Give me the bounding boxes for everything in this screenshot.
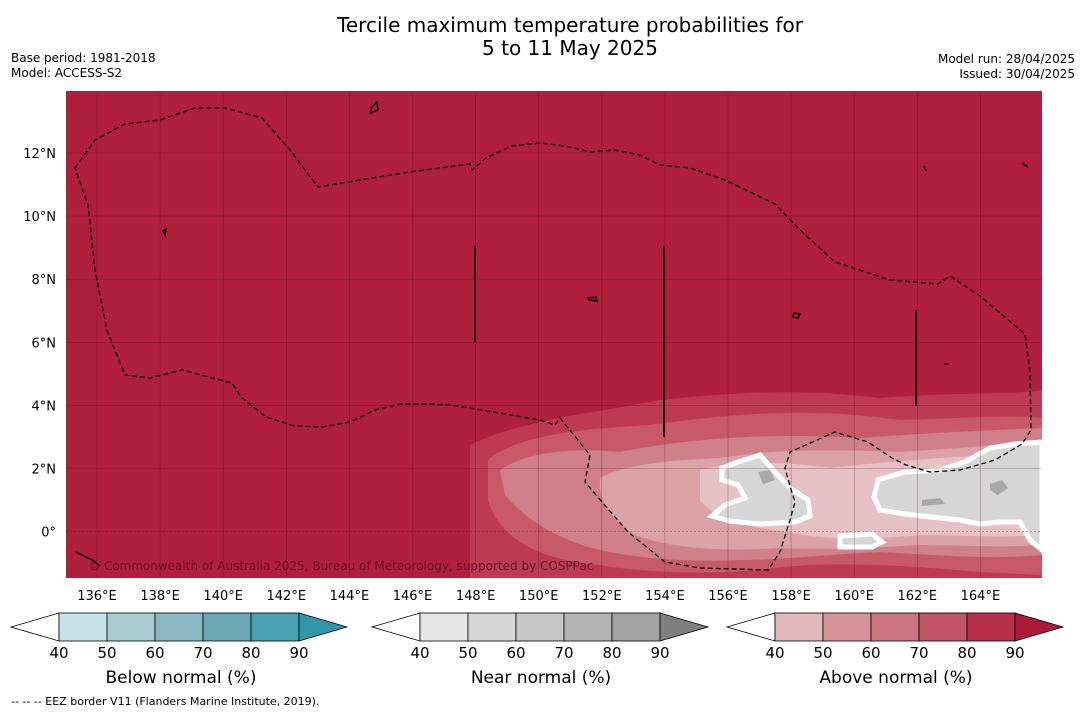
- colorbar-tick-label: 80: [957, 644, 976, 662]
- lon-tick-label: 140°E: [203, 589, 243, 604]
- lon-tick-label: 142°E: [267, 589, 307, 604]
- colorbar-segment: [918, 612, 968, 642]
- colorbar-extend-high: [298, 612, 349, 642]
- colorbar-tick-label: 40: [765, 644, 784, 662]
- colorbar-tick-label: 90: [1005, 644, 1024, 662]
- colorbar-extend-high: [659, 612, 710, 642]
- colorbar-tick-label: 50: [813, 644, 832, 662]
- colorbar-tick-label: 60: [861, 644, 880, 662]
- colorbar-tick-label: 70: [554, 644, 573, 662]
- colorbar-segment: [202, 612, 252, 642]
- meta-left: Base period: 1981-2018 Model: ACCESS-S2: [11, 51, 156, 81]
- legend-caption-below: Below normal (%): [105, 668, 257, 688]
- colorbar-segment: [58, 612, 108, 642]
- islands: [75, 100, 1029, 567]
- near-normal-patch-small: [837, 531, 887, 550]
- colorbar-segment: [822, 612, 872, 642]
- copyright-notice: © Commonwealth of Australia 2025, Bureau…: [88, 559, 593, 573]
- lat-tick-label: 6°N: [32, 336, 57, 351]
- eez-footnote: -- -- -- EEZ border V11 (Flanders Marine…: [11, 695, 320, 708]
- colorbar-segment: [250, 612, 300, 642]
- meridian-markers: [474, 246, 917, 437]
- colorbar-extend-high: [1014, 612, 1065, 642]
- model-name: Model: ACCESS-S2: [11, 66, 123, 80]
- near-normal-patch-east: [871, 439, 1042, 554]
- model-run: Model run: 28/04/2025: [937, 52, 1075, 66]
- lat-tick-label: 4°N: [32, 399, 57, 414]
- colorbar-tick-label: 40: [49, 644, 68, 662]
- near-normal-darker-spot: [758, 470, 775, 484]
- lon-tick-label: 164°E: [961, 589, 1001, 604]
- legend-caption-above: Above normal (%): [819, 668, 973, 688]
- issued-date: Issued: 30/04/2025: [959, 67, 1075, 81]
- colorbar-segment: [966, 612, 1016, 642]
- near-normal-darker-spot: [922, 498, 945, 506]
- lat-tick-label: 0°: [41, 526, 56, 541]
- lon-tick-label: 162°E: [898, 589, 938, 604]
- axis-labels: 136°E 138°E 140°E 142°E 144°E 146°E 148°E 150°E…: [23, 147, 1000, 604]
- colorbar-extend-low: [725, 612, 776, 642]
- lon-tick-label: 136°E: [77, 589, 117, 604]
- colorbar-segment: [774, 612, 824, 642]
- colorbar-tick-label: 70: [193, 644, 212, 662]
- colorbar-tick-label: 60: [145, 644, 164, 662]
- lat-tick-label: 2°N: [32, 463, 57, 478]
- colorbar-tick-label: 90: [650, 644, 669, 662]
- colorbar-tick-label: 80: [241, 644, 260, 662]
- lon-tick-label: 156°E: [708, 589, 748, 604]
- near-normal-patch-west: [706, 452, 813, 527]
- lon-tick-label: 146°E: [393, 589, 433, 604]
- graticule: [66, 91, 1042, 578]
- legends: 40 50 60 70 80 90 40 50 60 70 80 90 40 50 60 70 80 90: [9, 612, 1065, 662]
- colorbar-segment: [106, 612, 156, 642]
- colorbar-tick-label: 50: [458, 644, 477, 662]
- colorbar-tick-label: 80: [602, 644, 621, 662]
- base-period: Base period: 1981-2018: [11, 51, 156, 65]
- colorbar-extend-low: [9, 612, 60, 642]
- colorbar-segment: [419, 612, 469, 642]
- title-line-1: Tercile maximum temperature probabilitie…: [337, 13, 803, 37]
- colorbar-near: 40 50 60 70 80 90: [370, 612, 710, 662]
- colorbar-below: 40 50 60 70 80 90: [9, 612, 349, 662]
- title-line-2: 5 to 11 May 2025: [482, 36, 658, 60]
- map-field: © Commonwealth of Australia 2025, Bureau…: [66, 91, 1042, 578]
- colorbar-tick-label: 70: [909, 644, 928, 662]
- colorbar-segment: [563, 612, 613, 642]
- eez-border: [74, 107, 1032, 571]
- lon-tick-label: 152°E: [582, 589, 622, 604]
- legend-caption-near: Near normal (%): [470, 668, 612, 688]
- colorbar-segment: [870, 612, 920, 642]
- lon-tick-label: 160°E: [834, 589, 874, 604]
- colorbar-tick-label: 60: [506, 644, 525, 662]
- lon-tick-label: 154°E: [645, 589, 685, 604]
- colorbar-tick-label: 50: [97, 644, 116, 662]
- meta-right: Model run: 28/04/2025 Issued: 30/04/2025: [938, 52, 1075, 82]
- lat-tick-label: 8°N: [32, 273, 57, 288]
- lon-tick-label: 158°E: [771, 589, 811, 604]
- lon-tick-label: 144°E: [330, 589, 370, 604]
- lon-tick-label: 148°E: [456, 589, 496, 604]
- colorbar-segment: [154, 612, 204, 642]
- colorbar-segment: [611, 612, 661, 642]
- lon-tick-label: 150°E: [519, 589, 559, 604]
- lon-tick-label: 138°E: [140, 589, 180, 604]
- colorbar-segment: [515, 612, 565, 642]
- colorbar-extend-low: [370, 612, 421, 642]
- colorbar-tick-label: 40: [410, 644, 429, 662]
- chart-title: Tercile maximum temperature probabilitie…: [0, 14, 1085, 60]
- lat-tick-label: 12°N: [23, 147, 56, 162]
- colorbar-above: 40 50 60 70 80 90: [725, 612, 1065, 662]
- lat-tick-label: 10°N: [23, 210, 56, 225]
- colorbar-tick-label: 90: [289, 644, 308, 662]
- near-normal-darker-spot: [990, 480, 1008, 495]
- colorbar-segment: [467, 612, 517, 642]
